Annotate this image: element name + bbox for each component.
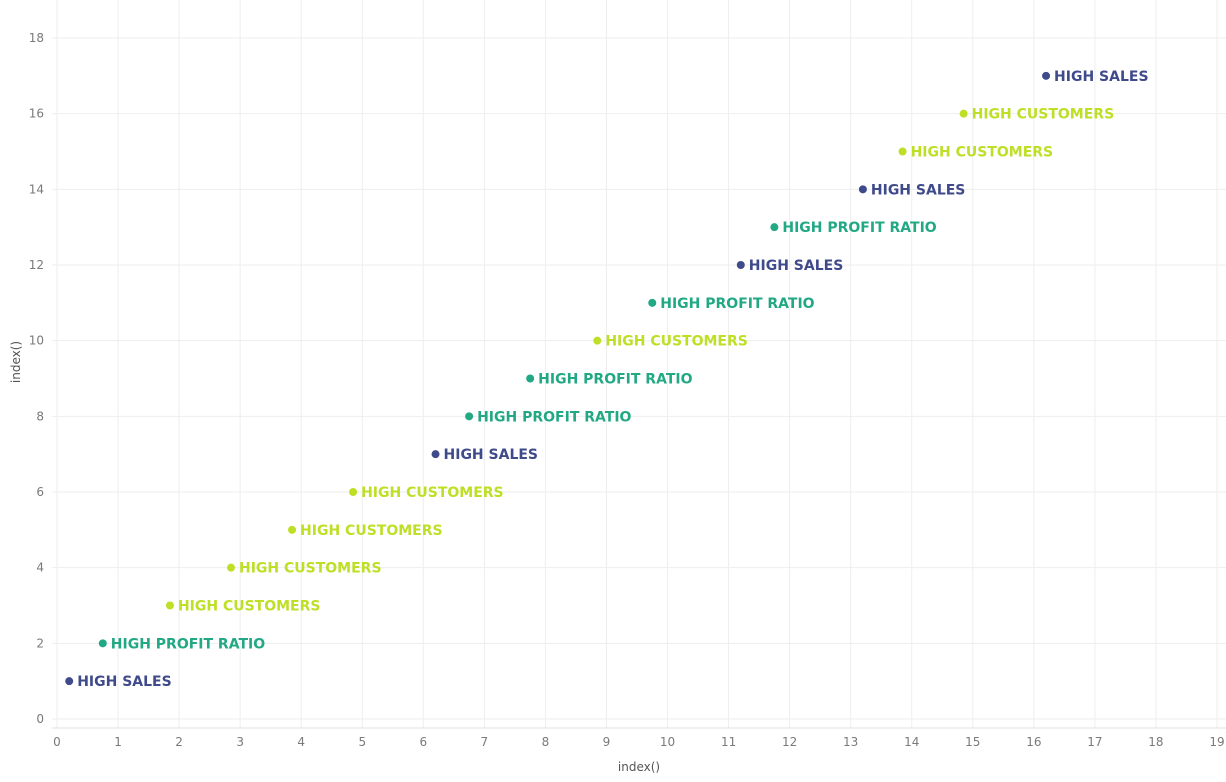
data-point-label: HIGH PROFIT RATIO — [660, 296, 814, 312]
data-point-label: HIGH PROFIT RATIO — [538, 372, 692, 388]
data-point — [858, 185, 867, 194]
x-tick-label: 3 — [236, 735, 244, 749]
data-point-label: HIGH PROFIT RATIO — [782, 220, 936, 236]
data-point-label: HIGH SALES — [871, 182, 966, 198]
x-tick-label: 19 — [1209, 735, 1224, 749]
x-tick-label: 7 — [481, 735, 489, 749]
x-tick-label: 10 — [660, 735, 675, 749]
y-tick-label: 12 — [29, 258, 44, 272]
data-point — [736, 261, 745, 269]
x-tick-label: 18 — [1148, 735, 1163, 749]
y-axis-ticks: 0 2 4 6 8 10 12 14 16 18 — [29, 31, 44, 726]
x-tick-label: 4 — [297, 735, 305, 749]
data-point — [959, 109, 968, 118]
data-point-label: HIGH CUSTOMERS — [972, 107, 1115, 123]
x-tick-label: 17 — [1087, 735, 1102, 749]
y-tick-label: 18 — [29, 31, 44, 45]
data-points: HIGH SALES HIGH PROFIT RATIO HIGH CUSTOMER… — [65, 69, 1149, 690]
x-tick-label: 14 — [904, 735, 919, 749]
x-tick-label: 6 — [419, 735, 427, 749]
data-point — [431, 450, 440, 459]
x-tick-label: 13 — [843, 735, 858, 749]
data-point-label: HIGH PROFIT RATIO — [477, 409, 631, 425]
data-point-label: HIGH CUSTOMERS — [178, 599, 321, 615]
x-tick-label: 5 — [358, 735, 366, 749]
data-point — [465, 412, 474, 421]
data-point-label: HIGH CUSTOMERS — [361, 485, 504, 501]
x-axis-ticks: 0 1 2 3 4 5 6 7 8 9 10 11 12 13 14 15 16 17 18 19 — [53, 735, 1224, 749]
data-point — [165, 601, 174, 610]
data-point — [349, 488, 358, 496]
data-point — [1042, 71, 1051, 80]
x-tick-label: 9 — [603, 735, 611, 749]
y-tick-label: 4 — [36, 561, 44, 575]
data-point — [526, 374, 535, 383]
y-tick-label: 10 — [29, 334, 44, 348]
x-tick-label: 12 — [782, 735, 797, 749]
x-tick-label: 16 — [1026, 735, 1041, 749]
data-point — [65, 677, 74, 686]
y-tick-label: 6 — [36, 485, 44, 499]
y-tick-label: 2 — [36, 636, 44, 650]
data-point-label: HIGH CUSTOMERS — [300, 523, 443, 539]
grid — [52, 0, 1226, 729]
data-point — [593, 336, 602, 345]
data-point-label: HIGH CUSTOMERS — [605, 334, 748, 350]
data-point-label: HIGH SALES — [77, 674, 172, 690]
data-point — [288, 525, 297, 534]
data-point-label: HIGH PROFIT RATIO — [111, 636, 265, 652]
x-tick-label: 8 — [542, 735, 550, 749]
data-point-label: HIGH CUSTOMERS — [911, 145, 1054, 161]
data-point — [898, 147, 907, 156]
data-point — [227, 563, 235, 572]
x-tick-label: 0 — [53, 735, 61, 749]
data-point-label: HIGH SALES — [749, 258, 844, 274]
data-point — [770, 223, 779, 232]
y-tick-label: 16 — [29, 107, 44, 121]
x-tick-label: 1 — [114, 735, 122, 749]
x-axis-title: index() — [618, 760, 660, 774]
data-point — [648, 298, 657, 307]
data-point — [98, 639, 107, 648]
x-tick-label: 2 — [175, 735, 183, 749]
y-tick-label: 8 — [36, 409, 44, 423]
data-point-label: HIGH SALES — [444, 447, 539, 463]
y-tick-label: 14 — [29, 182, 44, 196]
x-tick-label: 11 — [721, 735, 736, 749]
data-point-label: HIGH SALES — [1054, 69, 1149, 85]
y-axis-title: index() — [9, 341, 23, 383]
y-tick-label: 0 — [36, 712, 44, 726]
x-tick-label: 15 — [965, 735, 980, 749]
data-point-label: HIGH CUSTOMERS — [239, 561, 382, 577]
